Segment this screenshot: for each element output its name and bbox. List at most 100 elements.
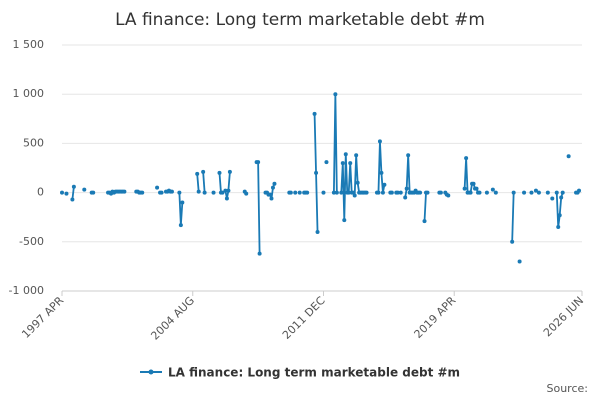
data-point — [389, 190, 394, 195]
chart-title: LA finance: Long term marketable debt #m — [115, 10, 485, 30]
data-point — [510, 239, 515, 244]
data-point — [533, 188, 538, 193]
data-point — [288, 190, 293, 195]
data-point — [438, 190, 443, 195]
x-tick-label: 2026 JUN — [541, 294, 586, 339]
data-point — [244, 191, 249, 196]
data-point — [297, 190, 302, 195]
series-line — [423, 191, 428, 222]
data-point — [227, 169, 232, 174]
data-point — [257, 251, 262, 256]
y-tick-label: 1 000 — [13, 87, 45, 100]
data-point — [346, 190, 351, 195]
data-point — [474, 186, 479, 191]
data-point — [348, 161, 353, 166]
data-point — [169, 189, 174, 194]
data-point — [422, 219, 427, 224]
data-point — [60, 190, 64, 195]
data-point — [196, 189, 201, 194]
data-point — [64, 191, 69, 196]
data-point — [352, 193, 357, 198]
data-point — [560, 190, 565, 195]
data-point — [398, 190, 403, 195]
data-point — [71, 184, 76, 189]
series-line — [71, 186, 75, 200]
data-point — [226, 188, 231, 193]
data-point — [462, 186, 467, 191]
data-point — [484, 190, 489, 195]
data-point — [315, 229, 320, 234]
data-point — [382, 182, 387, 187]
data-point — [418, 190, 423, 195]
series-line — [332, 94, 338, 193]
data-point — [566, 154, 571, 159]
data-point — [82, 187, 87, 192]
data-point — [331, 190, 336, 195]
data-point — [446, 193, 451, 198]
data-point — [364, 190, 369, 195]
series-line — [340, 154, 367, 221]
data-point — [554, 190, 559, 195]
data-point — [272, 181, 277, 186]
data-point — [493, 190, 498, 195]
data-point — [324, 160, 329, 165]
data-point — [343, 152, 348, 157]
y-tick-label: 0 — [37, 186, 44, 199]
x-tick-label: 1997 APR — [19, 294, 66, 341]
data-point — [211, 190, 216, 195]
data-point — [195, 171, 200, 176]
data-point — [224, 196, 229, 201]
data-point — [270, 185, 275, 190]
data-point — [340, 161, 345, 166]
x-tick-label: 2019 APR — [412, 294, 459, 341]
data-point — [517, 259, 522, 264]
data-point — [536, 190, 541, 195]
data-point — [180, 200, 185, 205]
y-tick-label: 1 500 — [13, 38, 45, 51]
data-point — [403, 195, 408, 200]
data-point — [314, 170, 319, 175]
data-point — [159, 190, 164, 195]
series-line — [218, 172, 223, 194]
data-point — [217, 170, 222, 175]
data-point — [339, 190, 344, 195]
series-line — [256, 161, 261, 254]
data-point — [220, 190, 225, 195]
data-point — [511, 190, 516, 195]
series-line — [511, 192, 515, 242]
data-point — [177, 190, 182, 195]
data-point — [256, 160, 261, 165]
data-point — [293, 190, 298, 195]
data-point — [577, 188, 582, 193]
data-point — [425, 190, 430, 195]
data-point — [522, 190, 527, 195]
x-tick-label: 2004 AUG — [148, 294, 197, 343]
data-point — [464, 156, 469, 161]
data-point — [91, 190, 96, 195]
data-point — [379, 170, 384, 175]
x-tick-label: 2011 DEC — [280, 294, 328, 342]
data-point — [354, 153, 359, 158]
data-point — [556, 225, 561, 230]
y-tick-label: -1 000 — [9, 284, 44, 297]
data-point — [70, 197, 75, 202]
data-point — [321, 190, 326, 195]
data-point — [312, 111, 317, 116]
data-point — [155, 185, 160, 190]
data-point — [269, 196, 274, 201]
data-point — [122, 189, 127, 194]
data-point — [223, 188, 228, 193]
data-point — [351, 190, 356, 195]
data-point — [471, 181, 476, 186]
data-point — [342, 218, 347, 223]
data-point — [550, 196, 555, 201]
data-point — [201, 169, 206, 174]
data-point — [557, 213, 562, 218]
data-point — [376, 190, 381, 195]
data-point — [395, 190, 400, 195]
series-line — [202, 171, 206, 193]
legend-label: LA finance: Long term marketable debt #m — [168, 366, 460, 380]
data-point — [178, 223, 183, 228]
data-point — [490, 187, 495, 192]
